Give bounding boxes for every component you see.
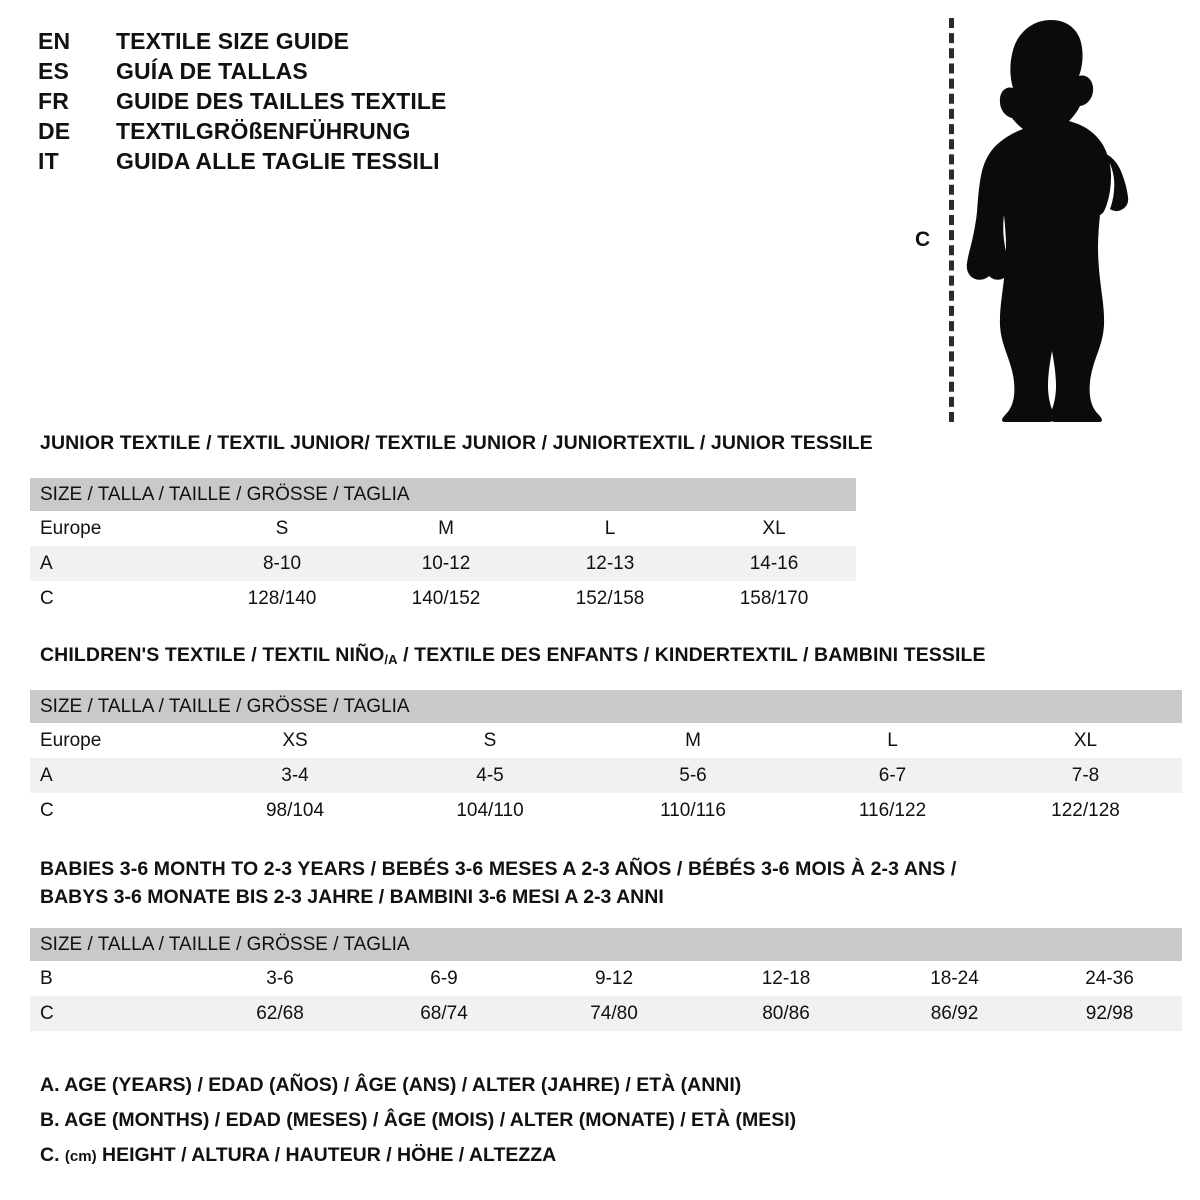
height-dashed-line-icon [949,18,954,422]
language-title-block: EN TEXTILE SIZE GUIDE ES GUÍA DE TALLAS … [38,28,638,178]
children-row-a-label: A [30,758,200,793]
junior-row-c-label: C [30,581,200,616]
children-size-xl: XL [989,723,1182,758]
babies-row-c-c5: 86/92 [872,996,1037,1031]
junior-size-l: L [528,511,692,546]
children-row-a-m: 5-6 [590,758,796,793]
language-row-es: ES GUÍA DE TALLAS [38,58,638,88]
junior-section-title: JUNIOR TEXTILE / TEXTIL JUNIOR/ TEXTILE … [40,432,873,454]
junior-size-s: S [200,511,364,546]
language-text-de: TEXTILGRÖßENFÜHRUNG [116,118,411,144]
measure-label-c: C [915,228,931,251]
children-size-s: S [390,723,590,758]
language-code-fr: FR [38,88,70,114]
children-size-m: M [590,723,796,758]
legend-line-c: C. (cm) HEIGHT / ALTURA / HAUTEUR / HÖHE… [40,1138,940,1173]
children-region-label: Europe [30,723,200,758]
language-code-de: DE [38,118,71,144]
children-title-pre: CHILDREN'S TEXTILE / TEXTIL NIÑO [40,644,385,666]
babies-row-c-c1: 62/68 [200,996,360,1031]
legend-line-a: A. AGE (YEARS) / EDAD (AÑOS) / ÂGE (ANS)… [40,1074,742,1096]
children-row-c-xs: 98/104 [200,793,390,828]
babies-row-b-label: B [30,961,200,996]
babies-row-b-c5: 18-24 [872,961,1037,996]
language-code-es: ES [38,58,70,84]
babies-section-title-line1: BABIES 3-6 MONTH TO 2-3 YEARS / BEBÉS 3-… [40,858,957,880]
children-row-a-xs: 3-4 [200,758,390,793]
babies-row-b-c1: 3-6 [200,961,360,996]
children-size-table: SIZE / TALLA / TAILLE / GRÖSSE / TAGLIA … [30,690,1182,828]
height-measurement-figure: C [905,10,1155,430]
table-row: C 98/104 104/110 110/116 116/122 122/128 [30,793,1182,828]
children-row-c-l: 116/122 [796,793,989,828]
babies-row-b-c3: 9-12 [528,961,700,996]
babies-row-b-c2: 6-9 [360,961,528,996]
babies-row-c-c2: 68/74 [360,996,528,1031]
junior-size-m: M [364,511,528,546]
language-text-fr: GUIDE DES TAILLES TEXTILE [116,88,447,114]
children-header-row: Europe XS S M L XL [30,723,1182,758]
babies-row-b-c6: 24-36 [1037,961,1183,996]
junior-row-a-l: 12-13 [528,546,692,581]
junior-row-c-xl: 158/170 [692,581,857,616]
language-text-en: TEXTILE SIZE GUIDE [116,28,350,54]
junior-table-band-row: SIZE / TALLA / TAILLE / GRÖSSE / TAGLIA [30,478,857,511]
language-row-it: IT GUIDA ALLE TAGLIE TESSILI [38,148,638,178]
children-row-c-s: 104/110 [390,793,590,828]
table-row: B 3-6 6-9 9-12 12-18 18-24 24-36 [30,961,1183,996]
table-row: C 128/140 140/152 152/158 158/170 [30,581,857,616]
babies-band-label: SIZE / TALLA / TAILLE / GRÖSSE / TAGLIA [30,928,1183,961]
junior-header-row: Europe S M L XL [30,511,857,546]
children-title-fraction: /A [384,652,398,667]
children-row-c-xl: 122/128 [989,793,1182,828]
junior-row-c-s: 128/140 [200,581,364,616]
legend-c-prefix: C. [40,1144,65,1166]
table-row: A 8-10 10-12 12-13 14-16 [30,546,857,581]
language-row-fr: FR GUIDE DES TAILLES TEXTILE [38,88,638,118]
children-row-a-s: 4-5 [390,758,590,793]
junior-band-label: SIZE / TALLA / TAILLE / GRÖSSE / TAGLIA [30,478,857,511]
junior-row-a-m: 10-12 [364,546,528,581]
babies-table-band-row: SIZE / TALLA / TAILLE / GRÖSSE / TAGLIA [30,928,1183,961]
babies-row-c-c3: 74/80 [528,996,700,1031]
babies-row-c-c6: 92/98 [1037,996,1183,1031]
language-row-de: DE TEXTILGRÖßENFÜHRUNG [38,118,638,148]
children-band-label: SIZE / TALLA / TAILLE / GRÖSSE / TAGLIA [30,690,1182,723]
junior-size-xl: XL [692,511,857,546]
children-row-c-m: 110/116 [590,793,796,828]
table-row: C 62/68 68/74 74/80 80/86 86/92 92/98 [30,996,1183,1031]
language-text-it: GUIDA ALLE TAGLIE TESSILI [116,148,440,174]
table-row: A 3-4 4-5 5-6 6-7 7-8 [30,758,1182,793]
children-row-a-xl: 7-8 [989,758,1182,793]
children-section-title: CHILDREN'S TEXTILE / TEXTIL NIÑO/A / TEX… [40,644,986,667]
language-row-en: EN TEXTILE SIZE GUIDE [38,28,638,58]
junior-row-a-label: A [30,546,200,581]
language-text-es: GUÍA DE TALLAS [116,58,308,84]
children-size-xs: XS [200,723,390,758]
language-code-it: IT [38,148,59,174]
babies-size-table: SIZE / TALLA / TAILLE / GRÖSSE / TAGLIA … [30,928,1183,1031]
junior-region-label: Europe [30,511,200,546]
language-code-en: EN [38,28,71,54]
legend-c-unit: (cm) [64,1148,97,1165]
babies-row-b-c4: 12-18 [700,961,872,996]
legend-c-rest: HEIGHT / ALTURA / HAUTEUR / HÖHE / ALTEZ… [96,1144,557,1166]
children-row-c-label: C [30,793,200,828]
child-silhouette-icon [966,20,1129,422]
junior-row-a-xl: 14-16 [692,546,857,581]
junior-size-table: SIZE / TALLA / TAILLE / GRÖSSE / TAGLIA … [30,478,857,616]
children-row-a-l: 6-7 [796,758,989,793]
children-title-post: / TEXTILE DES ENFANTS / KINDERTEXTIL / B… [397,644,986,666]
babies-row-c-c4: 80/86 [700,996,872,1031]
junior-row-c-m: 140/152 [364,581,528,616]
junior-row-c-l: 152/158 [528,581,692,616]
children-table-band-row: SIZE / TALLA / TAILLE / GRÖSSE / TAGLIA [30,690,1182,723]
children-size-l: L [796,723,989,758]
junior-row-a-s: 8-10 [200,546,364,581]
babies-section-title-line2: BABYS 3-6 MONATE BIS 2-3 JAHRE / BAMBINI… [40,886,664,908]
measurement-legend: A. AGE (YEARS) / EDAD (AÑOS) / ÂGE (ANS)… [40,1068,940,1173]
legend-line-b: B. AGE (MONTHS) / EDAD (MESES) / ÂGE (MO… [40,1109,797,1131]
babies-row-c-label: C [30,996,200,1031]
